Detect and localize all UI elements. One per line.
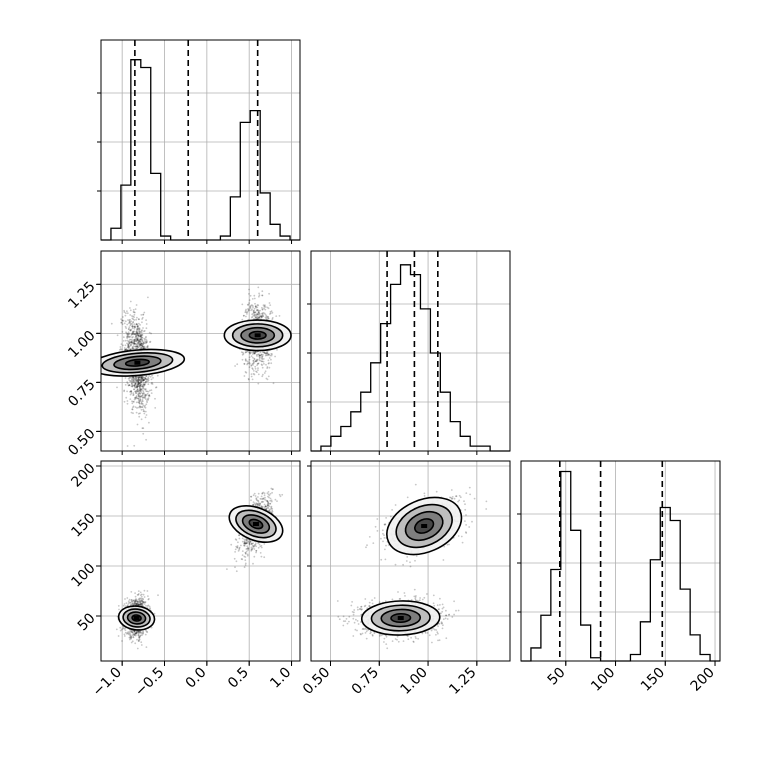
x-tick-label: 1.00: [398, 665, 431, 698]
contour-line: [395, 503, 453, 549]
x-tick-label: 50: [545, 665, 569, 689]
contour-line: [228, 505, 284, 543]
x-tick-label: 0.0: [183, 665, 210, 692]
contour-line: [131, 614, 142, 622]
panel-frame: [100, 250, 301, 452]
contour-line: [101, 348, 186, 377]
density-peak: [397, 616, 404, 620]
contour-line: [404, 510, 444, 542]
x-tick-label: 150: [638, 665, 668, 695]
panel-frame: [100, 460, 301, 662]
x-tick-label: −0.5: [132, 665, 167, 700]
contour-line: [101, 351, 174, 374]
x-tick-label: 0.75: [349, 665, 382, 698]
y-tick-label: 200: [68, 460, 98, 490]
panel-frame: [100, 39, 301, 241]
density-peak: [133, 616, 140, 620]
density-peak: [252, 522, 259, 526]
y-tick-label: 0.50: [65, 426, 98, 459]
y-tick-label: 50: [75, 610, 99, 634]
y-tick-label: 0.75: [65, 377, 98, 410]
density-peak: [134, 360, 141, 365]
contour-line: [117, 605, 156, 631]
contour-line: [126, 611, 147, 625]
contour-line: [360, 600, 441, 636]
panel-frame: [310, 460, 511, 662]
y-tick-label: 100: [68, 560, 98, 590]
contour-line: [380, 608, 422, 628]
x-tick-label: 0.50: [300, 665, 333, 698]
contour-line: [386, 496, 463, 556]
contour-line: [223, 319, 292, 352]
x-tick-label: 0.5: [225, 665, 252, 692]
histogram-panel-1: [307, 250, 511, 455]
density-peak: [421, 524, 428, 528]
scatter-panel-0-1: 0.50 0.75 1.00 1.25: [65, 250, 301, 459]
contour-line: [390, 612, 412, 624]
panel-frame: [520, 460, 721, 662]
density-peak: [254, 333, 261, 338]
contour-line: [240, 326, 276, 344]
histogram-steps: [311, 264, 510, 452]
contour-line: [370, 604, 431, 632]
x-tick-label: 200: [688, 665, 718, 695]
histogram-panel-0: [97, 39, 301, 244]
contour-line: [231, 323, 284, 348]
x-tick-label: 100: [588, 665, 618, 695]
histogram-steps: [101, 59, 300, 241]
contour-line: [248, 330, 267, 340]
y-tick-label: 1.25: [65, 279, 98, 312]
x-tick-label: 1.25: [446, 665, 479, 698]
contour-line: [124, 358, 150, 367]
y-tick-label: 150: [68, 510, 98, 540]
contour-line: [241, 514, 271, 534]
contour-line: [414, 518, 435, 534]
x-tick-label: 1.0: [267, 665, 294, 692]
contour-line: [122, 608, 151, 628]
panel-frame: [310, 250, 511, 452]
histogram-steps: [521, 470, 720, 662]
scatter-panel-1-2: 0.50 0.75 1.00 1.25: [300, 460, 511, 698]
histogram-panel-2: 50 100 150 200: [517, 460, 721, 695]
y-tick-label: 1.00: [65, 328, 98, 361]
x-tick-label: −1.0: [90, 665, 125, 700]
contour-line: [248, 518, 264, 530]
contour-line: [113, 355, 162, 371]
scatter-panel-0-2: 50 100 150 200 −1.0 −0.5 0.0 0.5 1.0: [68, 460, 301, 700]
contour-line: [235, 509, 277, 539]
